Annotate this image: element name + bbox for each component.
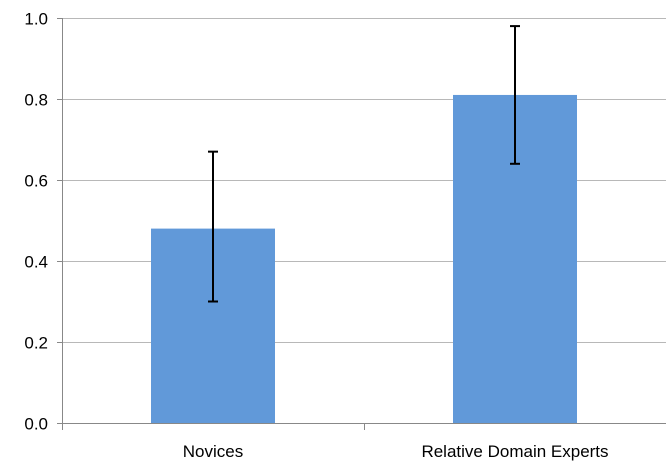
y-tick-label-4: 0.8 — [24, 91, 48, 110]
bars — [151, 94, 577, 423]
tick-labels: 0.0 0.2 0.4 0.6 0.8 1.0 Novices Relative Domain… — [24, 10, 608, 462]
y-tick-label-0: 0.0 — [24, 415, 48, 434]
error-bars — [208, 25, 520, 303]
y-tick-label-1: 0.2 — [24, 334, 48, 353]
axes — [57, 18, 666, 430]
y-tick-label-3: 0.6 — [24, 172, 48, 191]
x-tick-label-0: Novices — [183, 442, 243, 461]
x-tick-label-1: Relative Domain Experts — [421, 442, 608, 461]
y-tick-label-5: 1.0 — [24, 10, 48, 29]
y-tick-label-2: 0.4 — [24, 253, 48, 272]
